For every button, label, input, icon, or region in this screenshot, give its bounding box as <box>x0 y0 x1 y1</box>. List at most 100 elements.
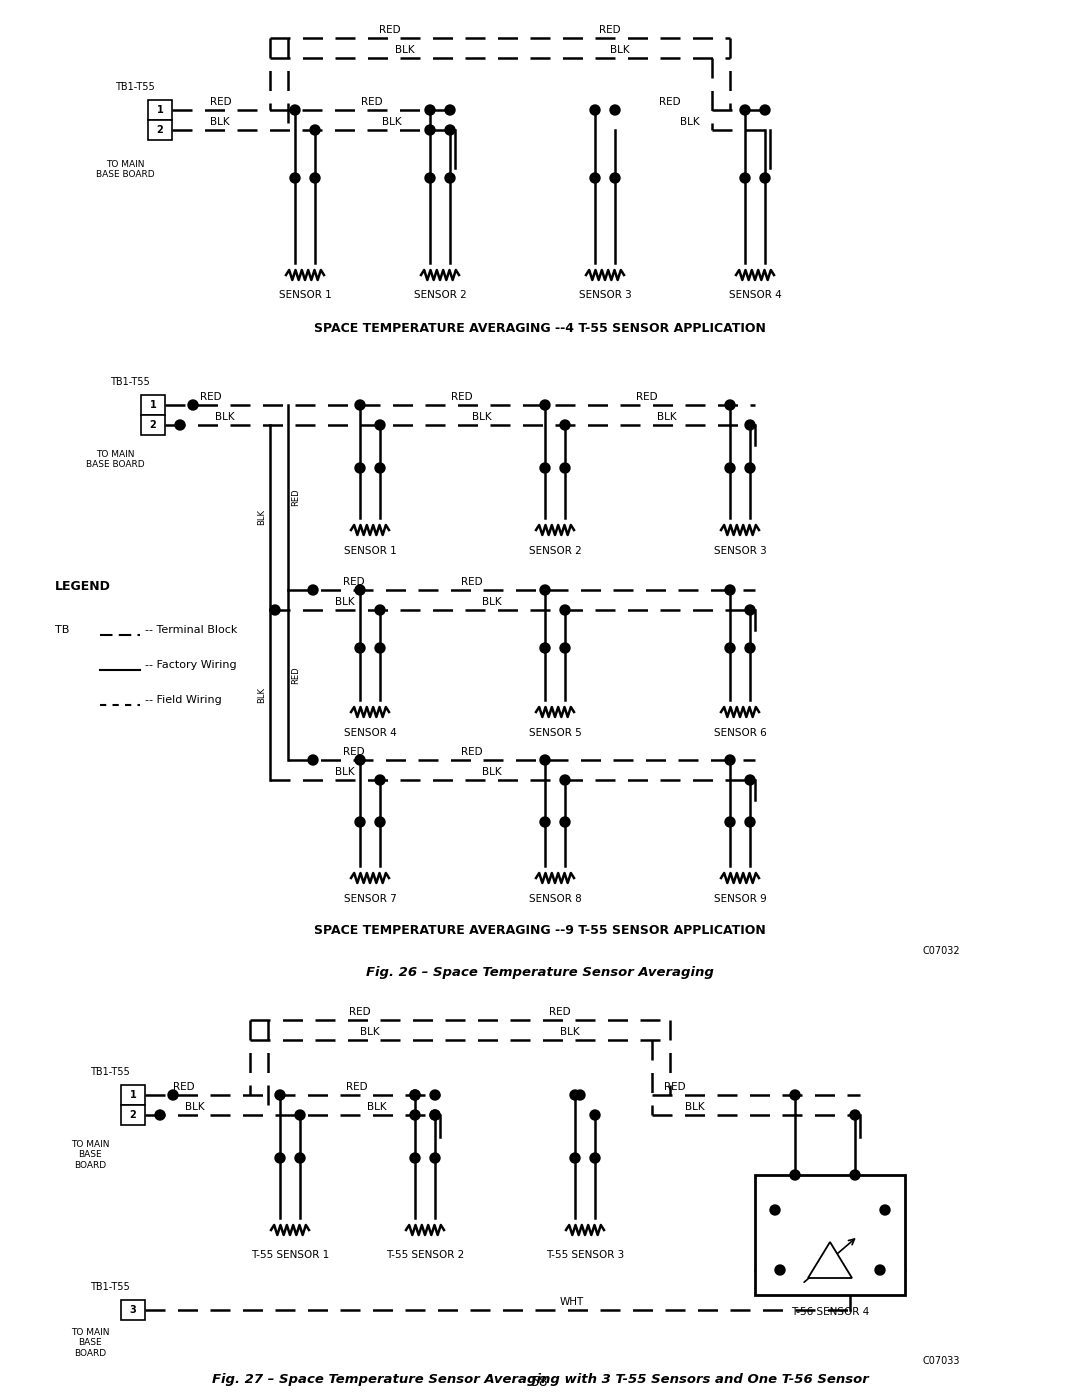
Circle shape <box>275 1153 285 1162</box>
Circle shape <box>540 754 550 766</box>
Text: BLK: BLK <box>482 597 502 608</box>
Text: BLK: BLK <box>335 767 355 777</box>
Circle shape <box>156 1111 165 1120</box>
Text: T-56 SENSOR 4: T-56 SENSOR 4 <box>791 1308 869 1317</box>
Text: TB1-T55: TB1-T55 <box>110 377 150 387</box>
Circle shape <box>561 643 570 652</box>
Text: SENSOR 2: SENSOR 2 <box>414 291 467 300</box>
Circle shape <box>745 817 755 827</box>
Text: BLK: BLK <box>472 412 491 422</box>
Circle shape <box>740 105 750 115</box>
Text: BLK: BLK <box>210 117 230 127</box>
Circle shape <box>310 124 320 136</box>
Circle shape <box>725 462 735 474</box>
Circle shape <box>310 173 320 183</box>
Text: 1: 1 <box>150 400 157 409</box>
Text: BLK: BLK <box>257 509 267 525</box>
Circle shape <box>880 1206 890 1215</box>
Circle shape <box>430 1111 440 1120</box>
Text: RED: RED <box>349 1007 370 1017</box>
Bar <box>141 395 165 415</box>
Text: SENSOR 5: SENSOR 5 <box>528 728 581 738</box>
Circle shape <box>610 173 620 183</box>
Bar <box>148 101 172 120</box>
Circle shape <box>789 1171 800 1180</box>
Circle shape <box>745 605 755 615</box>
Circle shape <box>590 105 600 115</box>
Text: RED: RED <box>292 488 300 506</box>
Text: LEGEND: LEGEND <box>55 580 111 592</box>
Text: BLK: BLK <box>367 1102 387 1112</box>
Text: RED: RED <box>451 393 473 402</box>
Circle shape <box>445 124 455 136</box>
Circle shape <box>610 105 620 115</box>
Circle shape <box>745 420 755 430</box>
Text: RED: RED <box>599 25 621 35</box>
Text: TB: TB <box>55 624 69 636</box>
Text: BLK: BLK <box>658 412 677 422</box>
Circle shape <box>789 1090 800 1099</box>
Circle shape <box>745 775 755 785</box>
Circle shape <box>426 105 435 115</box>
Circle shape <box>426 173 435 183</box>
Text: SENSOR 1: SENSOR 1 <box>279 291 332 300</box>
Text: SENSOR 4: SENSOR 4 <box>343 728 396 738</box>
Circle shape <box>540 817 550 827</box>
Circle shape <box>590 173 600 183</box>
Circle shape <box>375 775 384 785</box>
Text: BLK: BLK <box>215 412 234 422</box>
Circle shape <box>850 1171 860 1180</box>
Text: SENSOR 7: SENSOR 7 <box>343 894 396 904</box>
Text: RED: RED <box>173 1083 194 1092</box>
Text: BLK: BLK <box>395 45 415 54</box>
Text: RED: RED <box>664 1083 686 1092</box>
Text: BLK: BLK <box>482 767 502 777</box>
Text: TO MAIN
BASE
BOARD: TO MAIN BASE BOARD <box>71 1329 109 1358</box>
Circle shape <box>375 605 384 615</box>
Text: BLK: BLK <box>185 1102 204 1112</box>
Bar <box>121 1301 145 1320</box>
Text: 1: 1 <box>130 1090 136 1099</box>
Text: BLK: BLK <box>361 1027 380 1037</box>
Text: RED: RED <box>292 666 300 683</box>
Text: 3: 3 <box>130 1305 136 1315</box>
Circle shape <box>355 400 365 409</box>
Text: BLK: BLK <box>257 687 267 703</box>
Circle shape <box>355 585 365 595</box>
Circle shape <box>540 585 550 595</box>
Circle shape <box>590 1111 600 1120</box>
Circle shape <box>426 124 435 136</box>
Text: -- Field Wiring: -- Field Wiring <box>145 694 221 705</box>
Text: TB1-T55: TB1-T55 <box>116 82 154 92</box>
Text: RED: RED <box>343 577 365 587</box>
Text: -- Factory Wiring: -- Factory Wiring <box>145 659 237 671</box>
Text: BLK: BLK <box>680 117 700 127</box>
Text: RED: RED <box>659 96 680 108</box>
Text: TB1-T55: TB1-T55 <box>90 1067 130 1077</box>
Circle shape <box>175 420 185 430</box>
Circle shape <box>760 173 770 183</box>
Text: BLK: BLK <box>382 117 402 127</box>
Circle shape <box>540 643 550 652</box>
Text: SENSOR 4: SENSOR 4 <box>729 291 781 300</box>
Circle shape <box>295 1153 305 1162</box>
Text: C07033: C07033 <box>922 1356 960 1366</box>
Text: RED: RED <box>343 747 365 757</box>
Circle shape <box>375 817 384 827</box>
Text: RED: RED <box>379 25 401 35</box>
Circle shape <box>775 1266 785 1275</box>
Text: SPACE TEMPERATURE AVERAGING --9 T-55 SENSOR APPLICATION: SPACE TEMPERATURE AVERAGING --9 T-55 SEN… <box>314 923 766 937</box>
Circle shape <box>308 585 318 595</box>
Bar <box>755 1175 905 1295</box>
Text: RED: RED <box>210 96 231 108</box>
Circle shape <box>540 462 550 474</box>
Polygon shape <box>808 1242 852 1278</box>
Circle shape <box>375 643 384 652</box>
Text: RED: RED <box>361 96 382 108</box>
Circle shape <box>275 1090 285 1099</box>
Circle shape <box>561 462 570 474</box>
Bar <box>148 120 172 140</box>
Text: C07032: C07032 <box>922 946 960 956</box>
Circle shape <box>291 105 300 115</box>
Circle shape <box>725 754 735 766</box>
